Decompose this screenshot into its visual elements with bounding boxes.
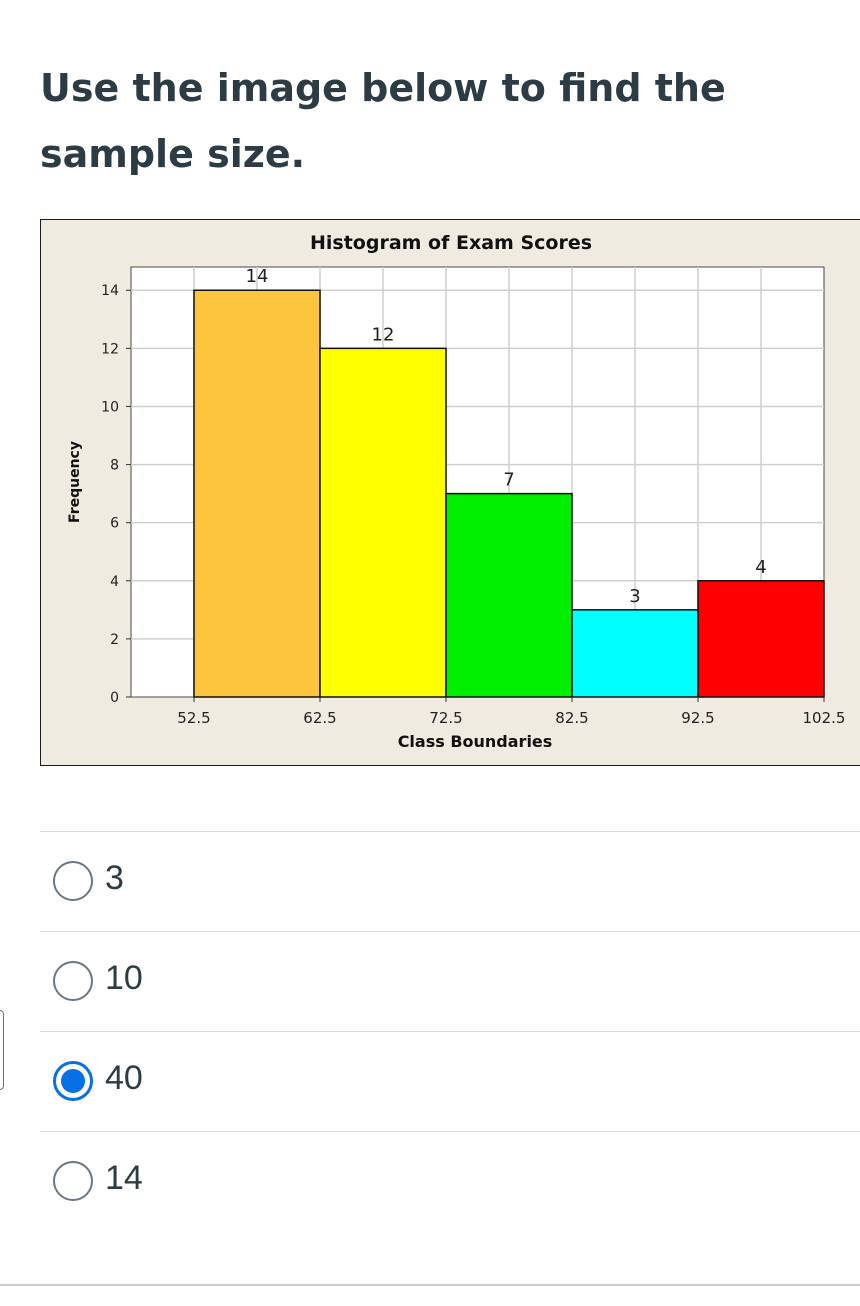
choice-option[interactable]: 40 <box>40 1031 860 1131</box>
bar-value-label: 7 <box>503 470 514 491</box>
bars: 14 12 7 3 4 <box>193 266 825 698</box>
y-tick-label: 8 <box>110 458 119 474</box>
x-tick-label: 52.5 <box>177 709 210 727</box>
y-tick-label: 12 <box>101 341 119 357</box>
bar-value-label: 4 <box>755 557 766 578</box>
bar-value-label: 14 <box>246 266 269 287</box>
x-tick-label: 82.5 <box>555 709 588 727</box>
y-axis-label: Frequency <box>67 441 83 523</box>
bar-value-label: 12 <box>372 324 395 345</box>
choice-label: 3 <box>105 859 124 897</box>
radio-button[interactable] <box>53 1161 93 1201</box>
bar-value-label: 3 <box>629 586 640 607</box>
choice-label: 14 <box>105 1159 143 1197</box>
bottom-divider <box>0 1284 860 1286</box>
x-axis-label: Class Boundaries <box>398 732 553 751</box>
y-tick-label: 0 <box>110 690 119 706</box>
histogram-image: 14 12 7 3 4 0 2 4 6 8 10 12 14 52.5 62.5 72.5 82.5 92.5 1… <box>40 219 860 766</box>
side-tab-handle[interactable] <box>0 1010 4 1090</box>
y-tick-label: 6 <box>110 516 119 532</box>
radio-button-selected[interactable] <box>53 1061 93 1101</box>
histogram-bar <box>445 492 573 698</box>
radio-button[interactable] <box>53 961 93 1001</box>
histogram-chart: 14 12 7 3 4 0 2 4 6 8 10 12 14 52.5 62.5 72.5 82.5 92.5 1… <box>67 232 845 751</box>
radio-button[interactable] <box>53 861 93 901</box>
choice-label: 10 <box>105 959 143 997</box>
choice-option[interactable]: 10 <box>40 931 860 1031</box>
question-text: Use the image below to find the sample s… <box>40 66 726 176</box>
histogram-bar <box>319 347 447 698</box>
x-tick-label: 92.5 <box>681 709 714 727</box>
y-tick-label: 2 <box>110 632 119 648</box>
histogram-bar <box>571 609 699 698</box>
choice-label: 40 <box>105 1059 143 1097</box>
choice-option[interactable]: 14 <box>40 1131 860 1231</box>
y-tick-label: 10 <box>101 399 119 415</box>
axes: 0 2 4 6 8 10 12 14 52.5 62.5 72.5 82.5 92.5 102.5 <box>101 283 845 727</box>
x-tick-label: 62.5 <box>303 709 336 727</box>
x-tick-label: 102.5 <box>803 709 846 727</box>
chart-title: Histogram of Exam Scores <box>310 232 592 254</box>
histogram-bar <box>193 289 321 698</box>
choice-option[interactable]: 3 <box>40 831 860 931</box>
histogram-bar <box>697 580 825 698</box>
x-tick-label: 72.5 <box>429 709 462 727</box>
y-tick-label: 4 <box>110 574 119 590</box>
y-tick-label: 14 <box>101 283 119 299</box>
answer-choices: 3 10 40 14 <box>40 831 860 1231</box>
